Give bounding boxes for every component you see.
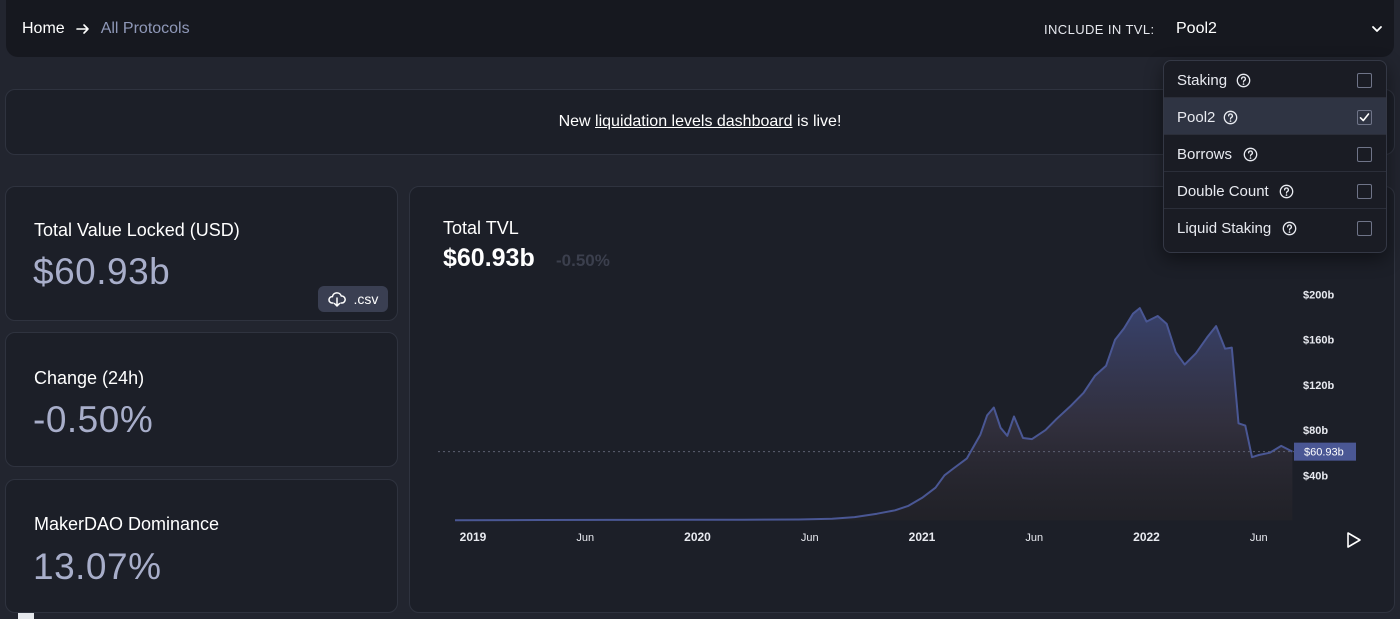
dominance-stat-label: MakerDAO Dominance — [34, 514, 220, 534]
help-circle-icon[interactable] — [1223, 110, 1238, 125]
chart-total-value: $60.93b — [443, 244, 535, 272]
tvl-stat-card: Total Value Locked (USD) $60.93b .csv — [5, 186, 398, 321]
tvl-option-double-count[interactable]: Double Count — [1164, 172, 1386, 209]
x-tick-label: 2020 — [684, 530, 711, 544]
chevron-down-icon — [1372, 26, 1382, 32]
tvl-option-liquid-staking[interactable]: Liquid Staking — [1164, 209, 1386, 246]
check-icon — [1359, 113, 1370, 122]
csv-label: .csv — [353, 291, 379, 307]
help-circle-icon[interactable] — [1236, 73, 1251, 88]
y-tick-label: $200b — [1303, 290, 1334, 302]
tvl-chart-card: Total TVL $60.93b -0.50% $40b $80b $120b $1… — [409, 186, 1395, 613]
tvl-option-checkbox[interactable] — [1357, 184, 1372, 199]
x-tick-label: Jun — [1250, 532, 1268, 544]
tvl-stat-label: Total Value Locked (USD) — [34, 220, 240, 240]
x-tick-label: 2021 — [909, 530, 936, 544]
tvl-option-label: Staking — [1177, 72, 1228, 89]
breadcrumb: Home All Protocols — [22, 20, 190, 38]
x-tick-label: Jun — [801, 532, 819, 544]
tvl-option-label: Liquid Staking — [1177, 220, 1272, 237]
breadcrumb-home-link[interactable]: Home — [22, 20, 65, 37]
change-stat-label: Change (24h) — [34, 368, 145, 388]
tvl-option-checkbox[interactable] — [1357, 221, 1372, 236]
banner-suffix: is live! — [792, 113, 842, 130]
tvl-option-checkbox[interactable] — [1357, 110, 1372, 125]
tvl-area-line — [454, 307, 1293, 522]
help-circle-icon[interactable] — [1279, 184, 1294, 199]
tvl-area-chart[interactable]: $40b $80b $120b $160b $200b 2019 Jun 2020 Jun 20… — [410, 187, 1394, 612]
dominance-stat-value: 13.07% — [33, 546, 162, 587]
help-circle-icon[interactable] — [1282, 221, 1297, 236]
include-in-tvl-label: INCLUDE IN TVL: — [1044, 22, 1155, 37]
x-tick-label: Jun — [576, 532, 594, 544]
play-icon[interactable] — [1346, 531, 1362, 549]
tvl-option-label: Pool2 — [1177, 109, 1216, 126]
tvl-option-label: Double Count — [1177, 183, 1269, 200]
x-tick-label: Jun — [1025, 532, 1043, 544]
tvl-option-checkbox[interactable] — [1357, 73, 1372, 88]
tvl-option-staking[interactable]: Staking — [1164, 61, 1386, 98]
scroll-indicator — [18, 613, 34, 619]
download-csv-button[interactable]: .csv — [318, 286, 388, 312]
tvl-option-label: Borrows — [1177, 146, 1233, 163]
tvl-stat-value: $60.93b — [33, 251, 171, 292]
change-stat-value: -0.50% — [33, 399, 154, 440]
chart-title: Total TVL — [443, 218, 519, 238]
tvl-option-checkbox[interactable] — [1357, 147, 1372, 162]
tvl-area-fill — [455, 308, 1293, 521]
include-in-tvl-dropdown: Staking Pool2 Borrows Double Count Liqui… — [1163, 60, 1387, 253]
dominance-stat-card: MakerDAO Dominance 13.07% — [5, 479, 398, 613]
x-tick-label: 2022 — [1133, 530, 1160, 544]
arrow-right-icon — [75, 24, 89, 34]
x-tick-label: 2019 — [460, 530, 487, 544]
chart-change-value: -0.50% — [556, 251, 610, 270]
breadcrumb-current[interactable]: All Protocols — [100, 20, 190, 37]
banner-prefix: New — [558, 113, 596, 130]
include-in-tvl-select[interactable]: Pool2 — [1176, 20, 1384, 40]
y-tick-label: $40b — [1303, 470, 1328, 482]
tvl-option-pool2[interactable]: Pool2 — [1164, 98, 1386, 135]
current-value-marker — [1294, 442, 1356, 461]
liquidation-dashboard-link[interactable]: liquidation levels dashboard — [595, 113, 793, 130]
y-tick-label: $120b — [1303, 380, 1334, 392]
tvl-option-borrows[interactable]: Borrows — [1164, 135, 1386, 172]
top-bar: Home All Protocols INCLUDE IN TVL: Pool2 — [6, 0, 1394, 57]
y-tick-label: $80b — [1303, 425, 1328, 437]
change-stat-card: Change (24h) -0.50% — [5, 332, 398, 467]
tvl-select-value: Pool2 — [1176, 20, 1217, 37]
help-circle-icon[interactable] — [1243, 147, 1258, 162]
cloud-download-icon — [327, 292, 346, 307]
y-tick-label: $160b — [1303, 335, 1334, 347]
current-value-label: $60.93b — [1304, 447, 1344, 459]
